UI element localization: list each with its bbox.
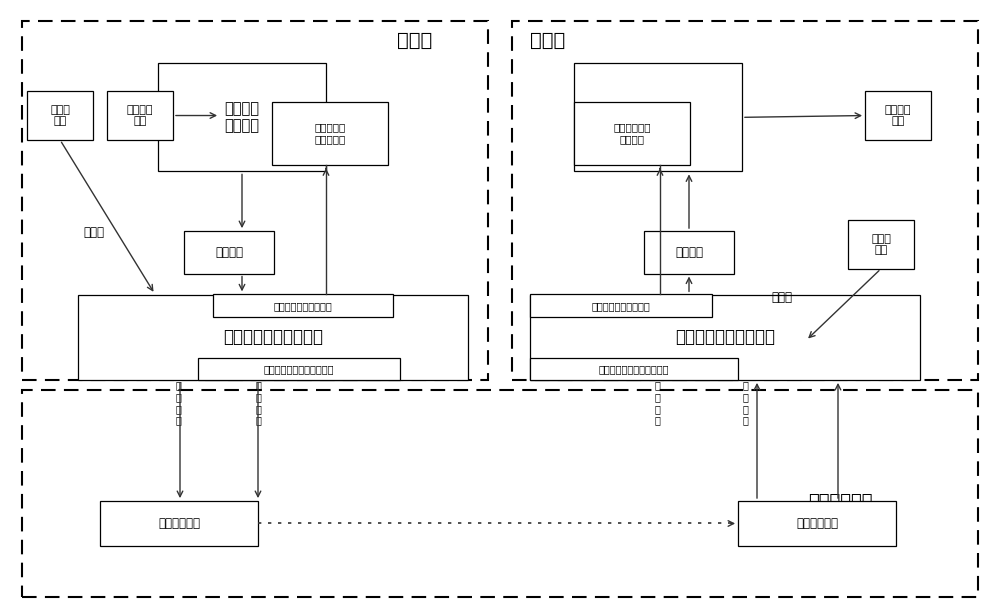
Text: 接收方: 接收方 — [530, 31, 566, 50]
Bar — [22, 21, 488, 380]
Text: 第二量子密钥储存模块: 第二量子密钥储存模块 — [592, 301, 650, 311]
Bar — [107, 91, 173, 140]
Bar — [100, 501, 258, 546]
Text: 网络传输设备: 网络传输设备 — [796, 517, 838, 530]
Bar — [865, 91, 931, 140]
Text: 密
文
文
件: 密 文 文 件 — [654, 381, 660, 426]
Bar — [574, 63, 742, 171]
Text: 非隐私
文件: 非隐私 文件 — [50, 105, 70, 126]
Text: 第二量子密钥控制枢纽: 第二量子密钥控制枢纽 — [675, 328, 775, 347]
Text: 第一量子秘
钥置乱模块: 第一量子秘 钥置乱模块 — [314, 123, 346, 144]
Bar — [22, 390, 978, 597]
Text: 密
文
文
件: 密 文 文 件 — [255, 381, 261, 426]
Bar — [530, 295, 920, 380]
Text: 第二量子密钥同步核对模块: 第二量子密钥同步核对模块 — [599, 364, 669, 374]
Text: 原始隐私
文件: 原始隐私 文件 — [885, 105, 911, 126]
Text: 第一量子密钥控制枢纽: 第一量子密钥控制枢纽 — [223, 328, 323, 347]
Text: 不加密: 不加密 — [84, 226, 104, 239]
Text: 第一量子密钥同步核对模块: 第一量子密钥同步核对模块 — [264, 364, 334, 374]
Text: 第二量子密钥
置乱模块: 第二量子密钥 置乱模块 — [613, 123, 651, 144]
Text: 发送方: 发送方 — [397, 31, 433, 50]
Bar — [213, 294, 393, 317]
Bar — [198, 358, 400, 380]
Bar — [512, 21, 978, 380]
Text: 明
文
文
件: 明 文 文 件 — [175, 381, 181, 426]
Text: 网络传输设备: 网络传输设备 — [158, 517, 200, 530]
Text: 外网传输信道: 外网传输信道 — [808, 492, 872, 511]
Text: 非隐私
文件: 非隐私 文件 — [871, 233, 891, 255]
Bar — [184, 231, 274, 274]
Text: 密文文件: 密文文件 — [215, 246, 243, 259]
Text: 不解密: 不解密 — [772, 291, 792, 305]
Bar — [272, 102, 388, 165]
Bar — [530, 294, 712, 317]
Text: 第一量子密钥储存模块: 第一量子密钥储存模块 — [274, 301, 332, 311]
Text: 明
文
文
件: 明 文 文 件 — [742, 381, 748, 426]
Bar — [158, 63, 326, 171]
Bar — [530, 358, 738, 380]
Bar — [78, 295, 468, 380]
Text: 原始隐私
文件: 原始隐私 文件 — [127, 105, 153, 126]
Text: 量子加密
工程模块: 量子加密 工程模块 — [224, 101, 260, 134]
Bar — [574, 102, 690, 165]
Text: 量子解密
工程模块: 量子解密 工程模块 — [640, 101, 675, 134]
Bar — [848, 220, 914, 269]
Bar — [27, 91, 93, 140]
Text: 密文文件: 密文文件 — [675, 246, 703, 259]
Bar — [644, 231, 734, 274]
Bar — [738, 501, 896, 546]
